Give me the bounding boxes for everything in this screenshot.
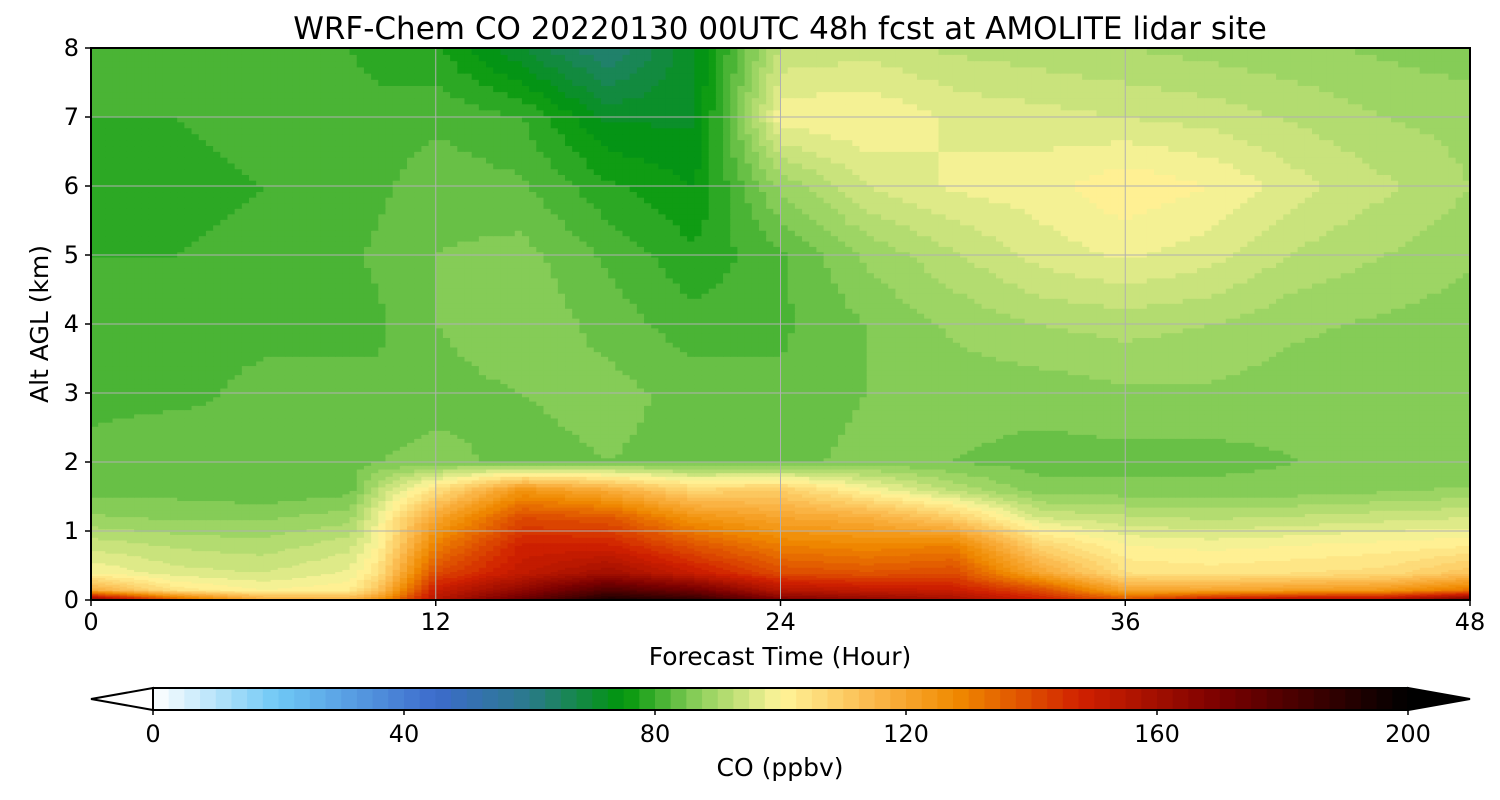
chart-title: WRF-Chem CO 20220130 00UTC 48h fcst at A… — [293, 11, 1267, 47]
